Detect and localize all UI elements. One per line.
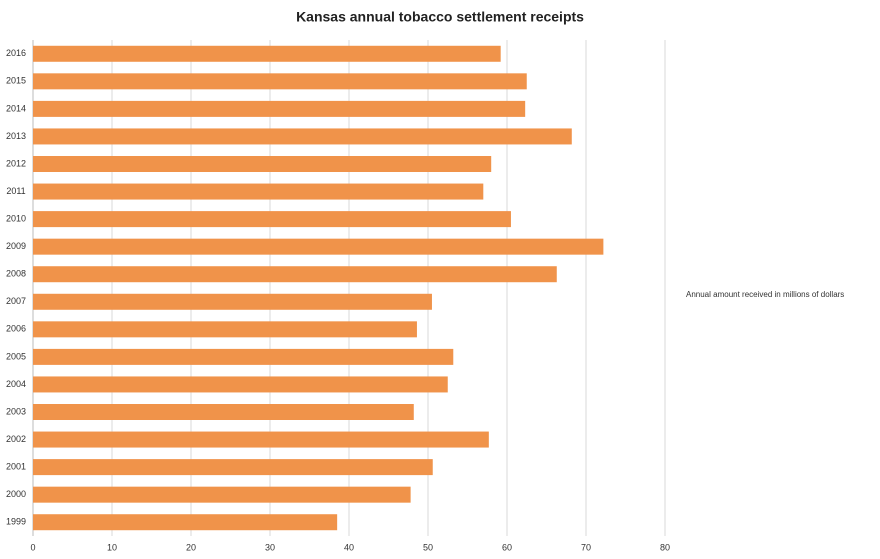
y-tick-label: 2010: [6, 213, 26, 223]
x-tick-label: 60: [502, 542, 512, 552]
legend-label: Annual amount received in millions of do…: [686, 290, 844, 299]
y-tick-label: 2015: [6, 76, 26, 86]
bar: [33, 128, 572, 145]
x-tick-label: 40: [344, 542, 354, 552]
bar: [33, 376, 448, 393]
bar: [33, 100, 526, 117]
bar: [33, 238, 604, 255]
bar: [33, 459, 433, 476]
bar: [33, 183, 484, 200]
y-tick-label: 2007: [6, 296, 26, 306]
bar: [33, 348, 454, 365]
y-tick-label: 2002: [6, 434, 26, 444]
bar: [33, 45, 501, 62]
bar: [33, 73, 527, 90]
y-tick-label: 2003: [6, 406, 26, 416]
chart-title: Kansas annual tobacco settlement receipt…: [296, 9, 584, 25]
y-tick-label: 2009: [6, 241, 26, 251]
y-tick-label: 2012: [6, 158, 26, 168]
x-tick-label: 80: [660, 542, 670, 552]
x-tick-label: 10: [107, 542, 117, 552]
x-tick-label: 50: [423, 542, 433, 552]
y-tick-label: 2014: [6, 103, 26, 113]
bar: [33, 321, 417, 338]
bar: [33, 514, 338, 531]
x-tick-label: 0: [30, 542, 35, 552]
bar: [33, 266, 557, 283]
y-tick-label: 2005: [6, 351, 26, 361]
x-tick-label: 70: [581, 542, 591, 552]
bar: [33, 293, 432, 310]
x-tick-label: 20: [186, 542, 196, 552]
y-tick-label: 2011: [6, 186, 25, 196]
y-tick-label: 2000: [6, 489, 26, 499]
y-tick-label: 2006: [6, 324, 26, 334]
y-tick-label: 2016: [6, 48, 26, 58]
y-tick-label: 2004: [6, 379, 26, 389]
y-tick-label: 2013: [6, 131, 26, 141]
y-tick-label: 2001: [6, 461, 26, 471]
bar: [33, 211, 511, 228]
bar: [33, 431, 489, 448]
x-tick-label: 30: [265, 542, 275, 552]
y-tick-label: 2008: [6, 269, 26, 279]
bar: [33, 404, 414, 420]
bar: [33, 486, 411, 503]
y-tick-label: 1999: [6, 517, 26, 527]
bar: [33, 156, 492, 172]
